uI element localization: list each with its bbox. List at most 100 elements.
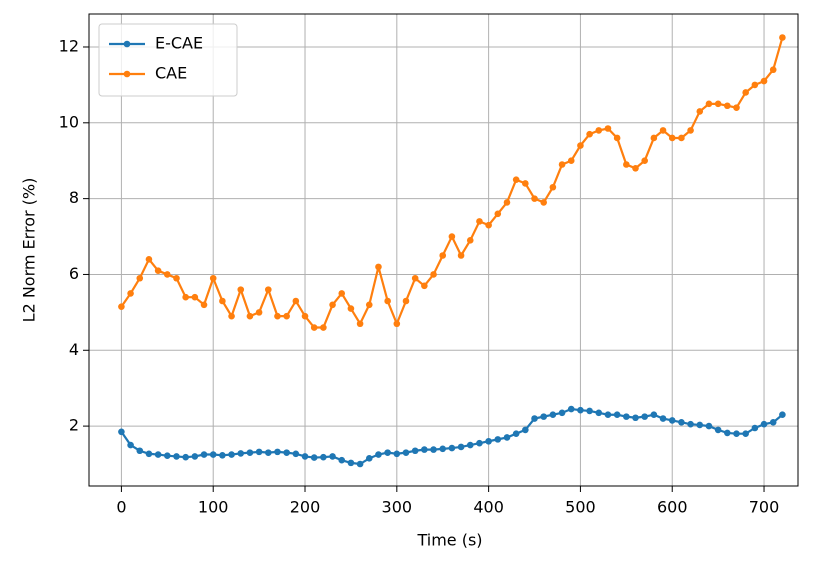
data-point bbox=[733, 430, 740, 437]
data-point bbox=[650, 134, 658, 142]
legend-box bbox=[98, 23, 238, 97]
data-point bbox=[338, 290, 346, 297]
data-point bbox=[512, 430, 520, 437]
data-point bbox=[338, 456, 346, 464]
y-tick-label: 12 bbox=[59, 36, 79, 55]
data-point bbox=[485, 437, 492, 445]
data-point bbox=[209, 451, 217, 458]
data-point bbox=[687, 127, 694, 134]
legend-label: CAE bbox=[155, 64, 187, 83]
data-point bbox=[558, 409, 566, 417]
data-point bbox=[310, 324, 318, 331]
legend-marker bbox=[123, 40, 131, 48]
y-tick-label: 2 bbox=[69, 416, 79, 435]
data-point bbox=[567, 405, 575, 413]
y-tick-label: 4 bbox=[69, 340, 79, 359]
data-point bbox=[191, 293, 199, 301]
data-point bbox=[577, 142, 584, 149]
data-point bbox=[145, 255, 153, 263]
legend-marker bbox=[123, 70, 131, 78]
data-point bbox=[632, 414, 639, 422]
data-point bbox=[751, 424, 759, 432]
data-point bbox=[641, 413, 648, 420]
data-point bbox=[769, 419, 777, 426]
data-point bbox=[724, 429, 731, 437]
legend: E-CAE CAE bbox=[98, 23, 238, 97]
data-point bbox=[696, 421, 704, 429]
data-point bbox=[714, 100, 722, 108]
data-point bbox=[136, 447, 144, 455]
data-point bbox=[668, 417, 676, 424]
data-point bbox=[466, 237, 474, 244]
y-axis-label: L2 Norm Error (%) bbox=[20, 178, 39, 323]
data-point bbox=[586, 130, 593, 138]
data-point bbox=[439, 252, 447, 259]
data-point bbox=[457, 252, 465, 259]
data-point bbox=[154, 267, 162, 274]
data-point bbox=[494, 210, 502, 218]
data-point bbox=[485, 221, 492, 229]
y-tick-label: 6 bbox=[69, 264, 79, 283]
data-point bbox=[623, 161, 630, 168]
data-point bbox=[577, 406, 584, 414]
data-point bbox=[558, 161, 566, 168]
data-point bbox=[356, 320, 364, 328]
data-point bbox=[613, 134, 621, 142]
data-point bbox=[118, 428, 125, 436]
data-point bbox=[264, 449, 272, 456]
data-point bbox=[182, 453, 189, 461]
data-point bbox=[549, 183, 557, 191]
data-point bbox=[457, 443, 465, 451]
data-point bbox=[173, 274, 180, 282]
data-point bbox=[531, 195, 538, 202]
data-point bbox=[347, 305, 355, 312]
data-point bbox=[439, 445, 447, 453]
data-point bbox=[356, 460, 364, 468]
data-point bbox=[127, 441, 134, 449]
data-point bbox=[448, 444, 456, 452]
data-point bbox=[292, 297, 300, 305]
data-point bbox=[283, 449, 290, 456]
data-point bbox=[145, 450, 153, 458]
data-point bbox=[632, 165, 639, 172]
data-point bbox=[228, 312, 235, 320]
data-point bbox=[586, 407, 593, 415]
data-point bbox=[301, 312, 309, 320]
data-point bbox=[200, 301, 208, 309]
data-point bbox=[522, 426, 529, 434]
data-point bbox=[503, 199, 511, 206]
data-point bbox=[705, 100, 713, 108]
data-point bbox=[742, 430, 749, 437]
data-point bbox=[430, 271, 437, 278]
plot-frame bbox=[88, 13, 799, 487]
data-point bbox=[264, 286, 272, 293]
data-point bbox=[595, 409, 603, 417]
data-point bbox=[127, 290, 134, 297]
data-point bbox=[714, 426, 722, 434]
data-point bbox=[402, 449, 410, 456]
data-point bbox=[237, 450, 245, 457]
data-point bbox=[650, 411, 658, 419]
data-point bbox=[375, 263, 382, 271]
data-point bbox=[540, 199, 548, 206]
data-point bbox=[421, 282, 428, 290]
data-point bbox=[136, 274, 144, 282]
data-point bbox=[659, 415, 667, 422]
data-point bbox=[164, 271, 171, 278]
data-point bbox=[668, 134, 676, 142]
data-point bbox=[448, 233, 456, 240]
data-point bbox=[301, 453, 309, 460]
data-point bbox=[494, 436, 502, 443]
data-point bbox=[421, 446, 428, 453]
data-point bbox=[292, 450, 300, 458]
data-point bbox=[466, 441, 474, 449]
data-point bbox=[522, 180, 529, 187]
data-point bbox=[760, 77, 768, 85]
data-point bbox=[604, 125, 612, 132]
data-point bbox=[365, 455, 373, 462]
data-point bbox=[476, 218, 483, 225]
y-tick-label: 10 bbox=[59, 112, 79, 131]
x-tick-label: 0 bbox=[116, 498, 126, 517]
